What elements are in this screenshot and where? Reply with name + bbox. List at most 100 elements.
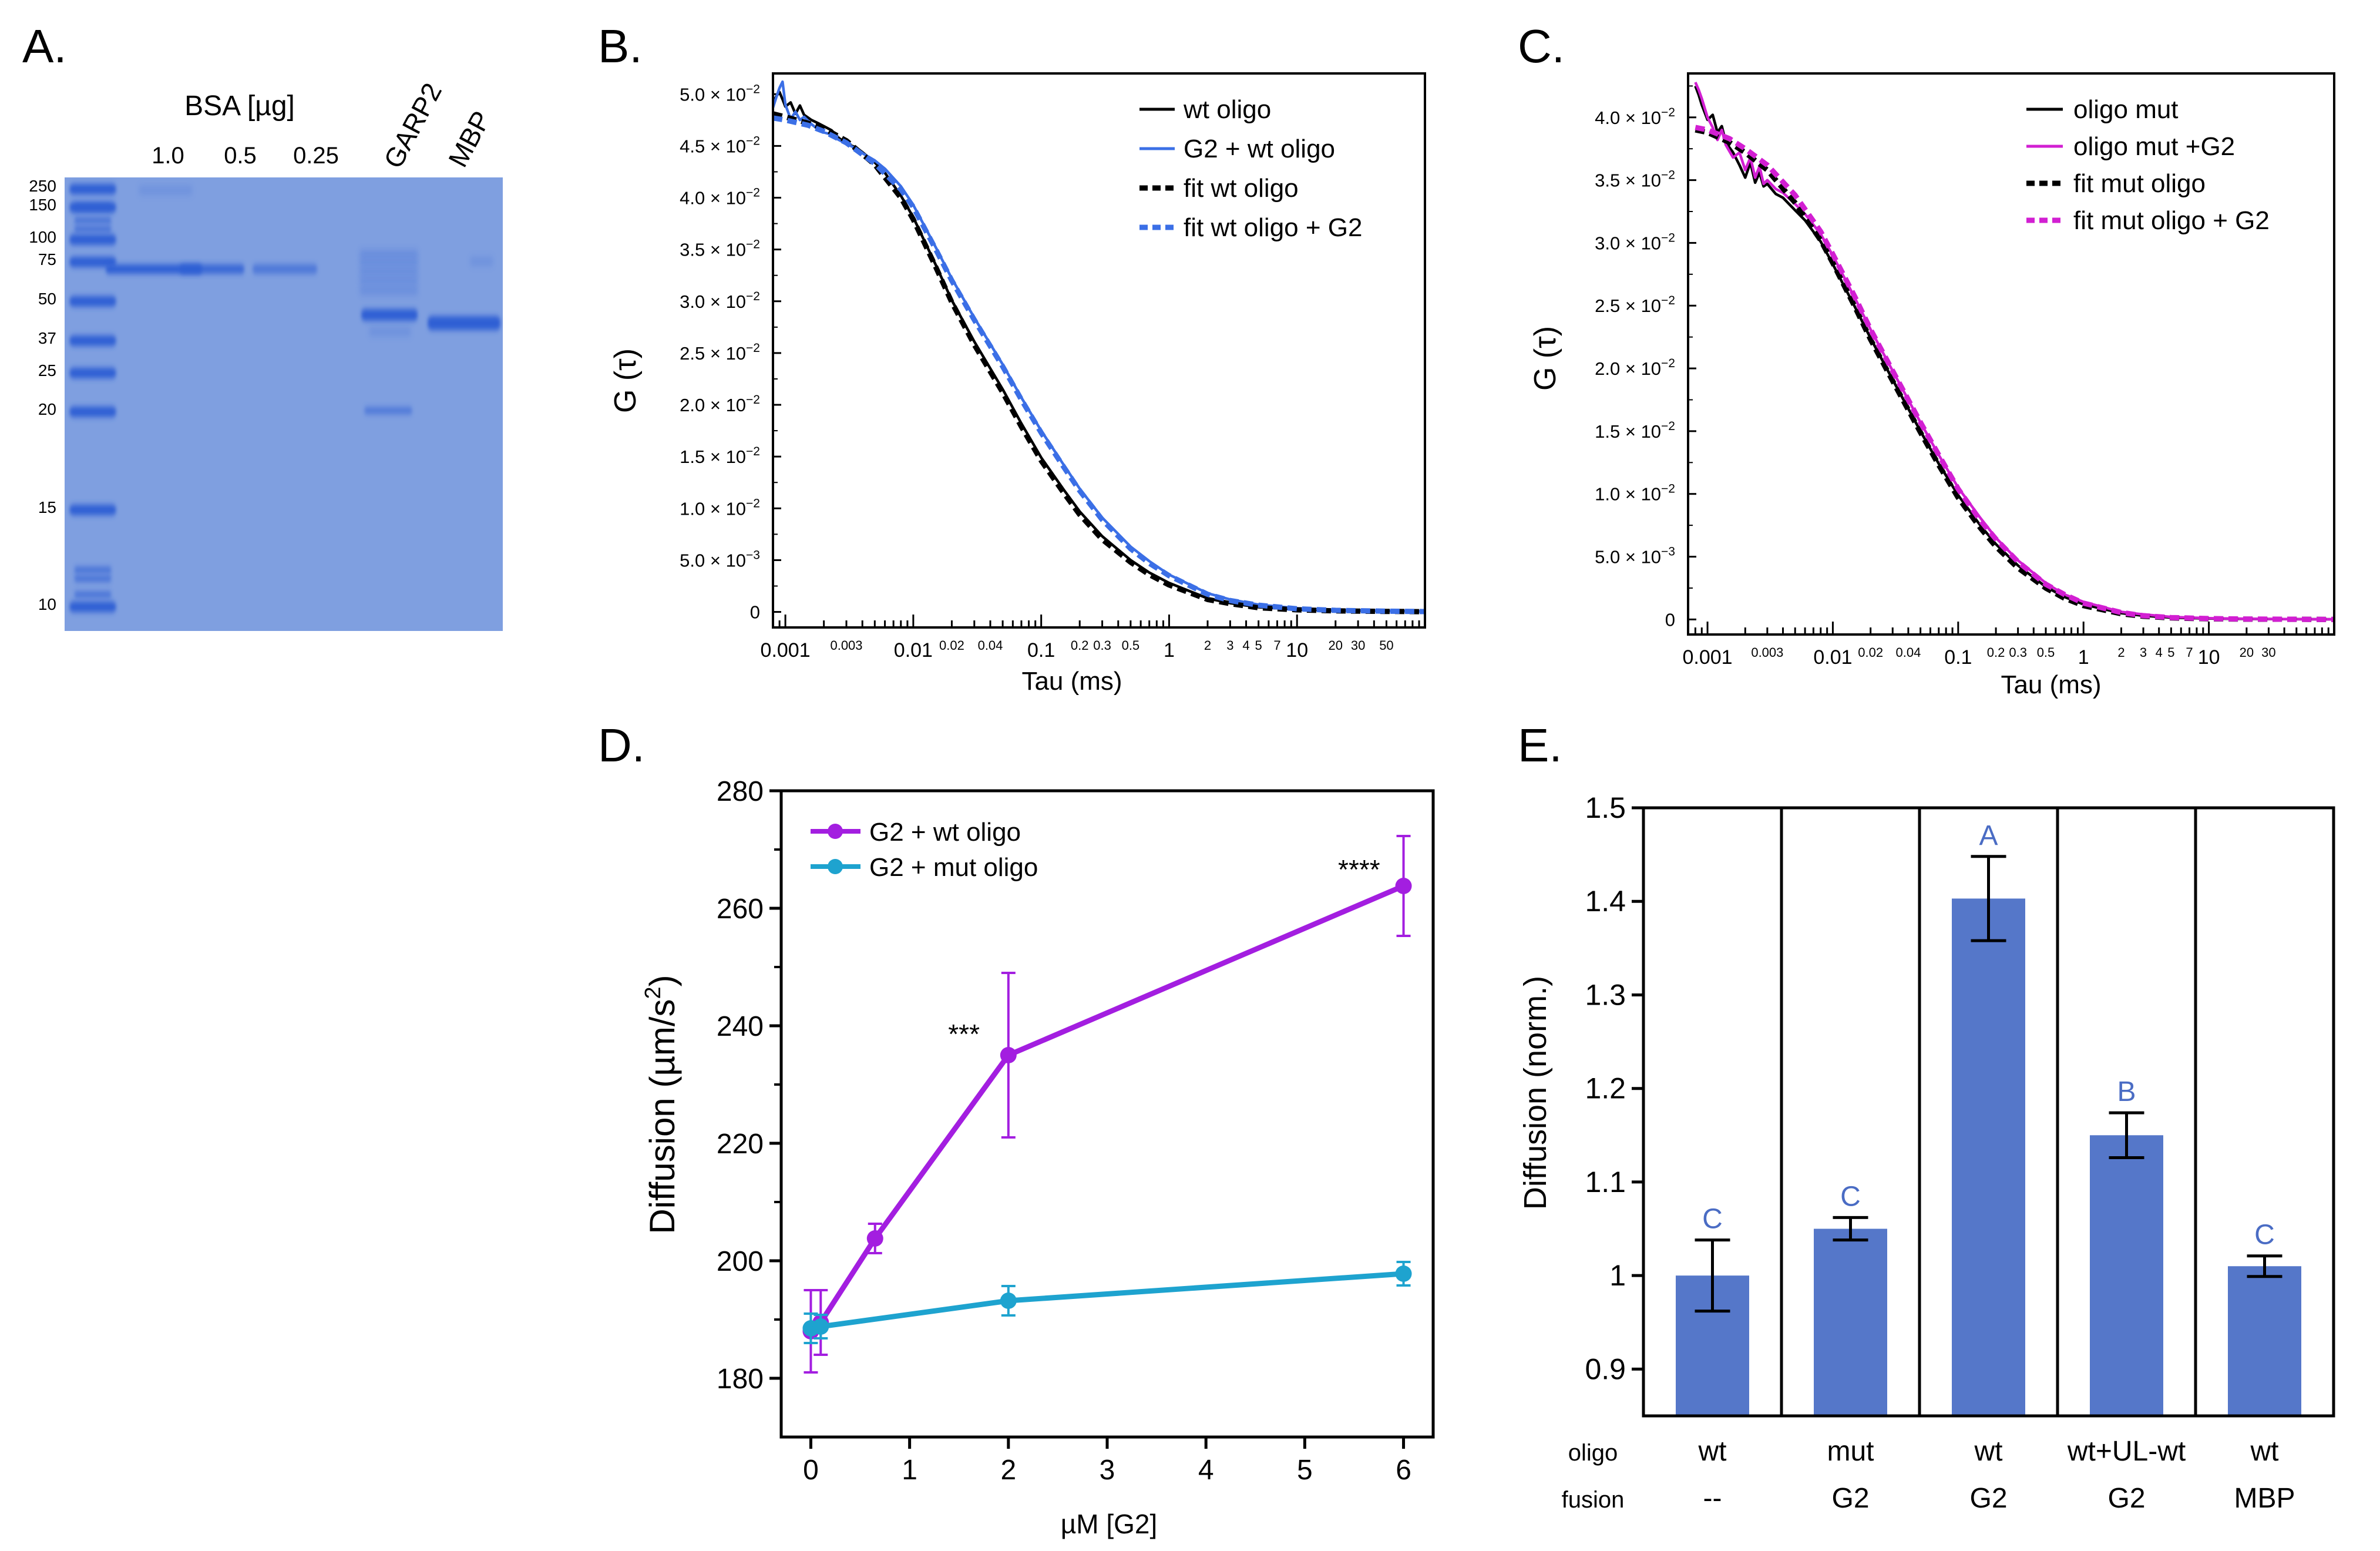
x-tick-label: 3 [2140, 645, 2147, 660]
group-letter: C [2254, 1220, 2275, 1251]
x-tick-label: 30 [2261, 645, 2275, 660]
oligo-label: wt [1974, 1436, 2003, 1467]
significance-mark: **** [1338, 854, 1380, 885]
y-tick-mantissa: 0 [750, 602, 760, 623]
x-tick-label: 2 [2117, 645, 2124, 660]
ladder-band [69, 234, 116, 245]
y-tick-label: 5.0 × 10−3 [680, 548, 760, 570]
y-tick-label: 200 [717, 1246, 764, 1277]
x-tick-label: 0.3 [1093, 638, 1111, 653]
y-tick-mantissa: 2.0 × 10 [1595, 358, 1661, 379]
y-tick-exponent: −3 [1661, 545, 1675, 559]
ladder-label: 37 [38, 329, 56, 347]
x-tick-label: 5 [1255, 638, 1262, 653]
ladder-label: 15 [38, 498, 56, 516]
ladder-band [74, 226, 112, 232]
y-tick-mantissa: 5.0 × 10 [680, 550, 746, 570]
garp2-band-minor [359, 251, 418, 256]
oligo-label: wt [1698, 1436, 1727, 1467]
garp2-band-minor [359, 269, 418, 274]
panel-a-gel: A. BSA [µg] 1.0 0.5 0.25 GARP2 MBP 250 1… [22, 20, 503, 631]
y-tick-mantissa: 3.0 × 10 [1595, 233, 1661, 253]
y-tick-label: 260 [717, 894, 764, 925]
x-tick-label: 30 [1351, 638, 1365, 653]
gel-background [65, 177, 503, 631]
y-tick-label: 1.5 [1585, 791, 1626, 824]
y-tick-label: 0.9 [1585, 1352, 1626, 1385]
panel-e-label: E. [1518, 719, 1562, 771]
panel-e-frame [1642, 806, 2335, 1418]
y-tick-label: 3.5 × 10−2 [1595, 169, 1675, 191]
ladder-band [74, 204, 112, 210]
legend-label: G2 + wt oligo [869, 818, 1021, 847]
fusion-label: G2 [2107, 1483, 2145, 1514]
legend-marker [828, 859, 843, 874]
panel-c-label: C. [1518, 20, 1565, 72]
bsa-amount-label: 0.5 [224, 143, 257, 169]
x-tick-label: 0.01 [1813, 646, 1852, 669]
bsa-band [253, 264, 317, 274]
group-letter: A [1979, 820, 1998, 851]
ladder-label: 10 [38, 595, 56, 613]
ladder-label: 25 [38, 361, 56, 380]
panel-c-ylabel: G (τ) [1528, 326, 1562, 391]
y-tick-mantissa: 3.0 × 10 [680, 291, 746, 312]
y-tick-label: 240 [717, 1011, 764, 1042]
bsa-amount-label: 1.0 [152, 143, 184, 169]
y-tick-mantissa: 2.5 × 10 [1595, 296, 1661, 316]
y-tick-label: 0 [1665, 609, 1675, 630]
y-tick-exponent: −2 [1661, 106, 1675, 119]
y-tick-label: 3.5 × 10−2 [680, 238, 760, 260]
ladder-label: 250 [29, 177, 56, 195]
ladder-band [69, 184, 116, 194]
significance-mark: *** [948, 1019, 980, 1049]
data-point [1000, 1292, 1017, 1309]
garp2-band-minor [359, 288, 418, 293]
group-letter: B [2117, 1076, 2136, 1107]
y-tick-mantissa: 1.5 × 10 [680, 446, 746, 467]
panel-b-legend: wt oligo G2 + wt oligo fit wt oligo fit … [1139, 95, 1362, 242]
panel-e-ylabel: Diffusion (norm.) [1518, 976, 1553, 1210]
y-tick-mantissa: 3.5 × 10 [1595, 170, 1661, 191]
y-tick-exponent: −2 [746, 290, 760, 303]
y-tick-label: 5.0 × 10−2 [680, 82, 760, 105]
x-tick-label: 4 [2156, 645, 2163, 660]
ladder-band [69, 505, 116, 515]
bar [1814, 1228, 1887, 1416]
data-point [1395, 1265, 1412, 1282]
ladder-band [74, 576, 112, 582]
garp2-band-minor [369, 329, 411, 334]
oligo-label: mut [1827, 1436, 1874, 1467]
y-tick-label: 4.0 × 10−2 [1595, 106, 1675, 128]
panel-d-legend: G2 + wt oligo G2 + mut oligo [811, 818, 1038, 882]
row-label-fusion: fusion [1562, 1487, 1625, 1513]
group-letter: C [1702, 1204, 1723, 1235]
x-tick-label: 3 [1226, 638, 1233, 653]
x-tick-label: 2 [1000, 1455, 1016, 1486]
y-tick-label: 180 [717, 1364, 764, 1395]
y-tick-label: 1.2 [1585, 1072, 1626, 1105]
panel-c-plot: 0.001 0.003 0.01 0.02 0.04 0.1 0.2 0.3 0.5 1 2 3 4 5 7… [1595, 82, 2335, 669]
legend-label: G2 + wt oligo [1184, 135, 1335, 163]
x-tick-label: 0.5 [2037, 645, 2055, 660]
x-tick-label: 0.02 [1858, 645, 1883, 660]
y-tick-mantissa: 1.5 × 10 [1595, 421, 1661, 442]
bsa-band [106, 264, 202, 274]
y-tick-label: 0 [750, 602, 760, 623]
y-tick-mantissa: 5.0 × 10 [680, 84, 746, 105]
ladder-band [69, 368, 116, 378]
y-tick-exponent: −2 [1661, 294, 1675, 307]
x-tick-label: 0.001 [761, 639, 811, 662]
legend-label: oligo mut [2073, 95, 2179, 124]
garp2-band-minor [359, 278, 418, 283]
y-tick-exponent: −2 [1661, 231, 1675, 244]
x-tick-label: 0.5 [1122, 638, 1140, 653]
panel-c-frame [1687, 72, 2335, 636]
y-tick-exponent: −2 [746, 341, 760, 355]
y-tick-label: 280 [717, 776, 764, 807]
x-tick-label: 1 [1164, 639, 1175, 662]
panel-d-frame [779, 789, 1435, 1439]
y-tick-mantissa: 2.5 × 10 [680, 343, 746, 364]
y-tick-label: 1.5 × 10−2 [1595, 419, 1675, 442]
